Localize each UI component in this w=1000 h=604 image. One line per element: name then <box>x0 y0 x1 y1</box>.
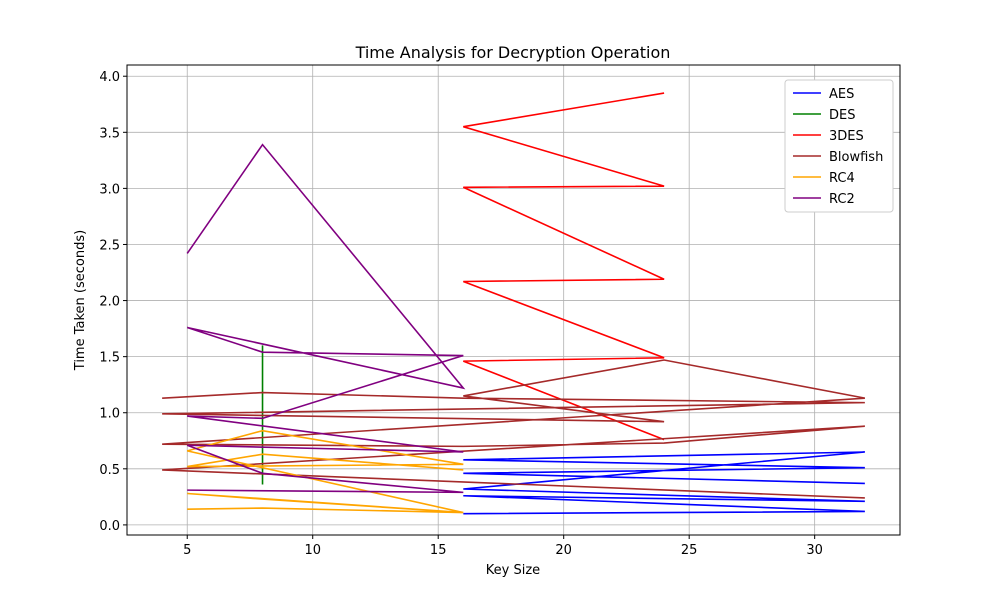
y-tick-label: 4.0 <box>99 70 120 85</box>
series-line <box>162 359 866 499</box>
series-line <box>187 429 464 514</box>
axes-frame <box>126 64 901 536</box>
legend-label: RC4 <box>829 171 855 186</box>
legend-box <box>784 79 894 213</box>
y-tick-label: 1.0 <box>99 407 120 422</box>
y-axis-label: Time Taken (seconds) <box>73 230 88 371</box>
x-tick-label: 30 <box>806 543 823 558</box>
legend-label: 3DES <box>829 129 864 144</box>
legend-label: RC2 <box>829 192 855 207</box>
series-line <box>186 143 466 494</box>
y-tick-label: 0.0 <box>99 519 120 534</box>
y-tick-label: 2.0 <box>99 295 120 310</box>
chart-title: Time Analysis for Decryption Operation <box>355 43 671 62</box>
x-tick-label: 20 <box>555 543 572 558</box>
y-tick-label: 3.0 <box>99 182 120 197</box>
series-line <box>462 92 665 441</box>
y-tick-label: 0.5 <box>99 463 120 478</box>
x-tick-label: 25 <box>681 543 698 558</box>
x-tick-label: 5 <box>183 543 191 558</box>
y-tick-label: 1.5 <box>99 351 120 366</box>
legend-label: AES <box>829 87 854 102</box>
x-tick-label: 10 <box>304 543 321 558</box>
legend-label: Blowfish <box>829 150 883 165</box>
x-tick-label: 15 <box>430 543 447 558</box>
x-axis-label: Key Size <box>486 563 540 578</box>
y-tick-label: 2.5 <box>99 238 120 253</box>
y-tick-label: 3.5 <box>99 126 120 141</box>
series-line <box>463 451 865 515</box>
legend-label: DES <box>829 108 855 123</box>
